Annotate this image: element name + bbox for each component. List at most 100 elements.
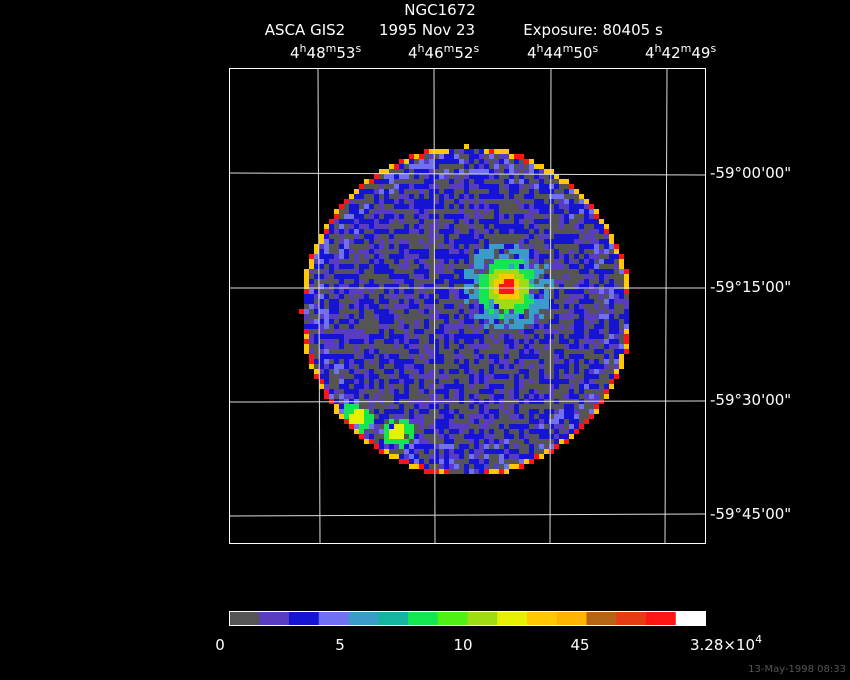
image-pixel bbox=[584, 239, 589, 244]
image-pixel bbox=[419, 459, 424, 464]
image-pixel bbox=[414, 184, 419, 189]
image-pixel bbox=[354, 329, 359, 334]
image-pixel bbox=[314, 314, 319, 319]
image-pixel bbox=[549, 449, 554, 454]
image-pixel bbox=[424, 164, 429, 169]
image-pixel bbox=[564, 294, 569, 299]
image-pixel bbox=[419, 464, 424, 469]
image-pixel bbox=[454, 414, 459, 419]
image-pixel bbox=[464, 159, 469, 164]
image-pixel bbox=[399, 394, 404, 399]
image-pixel bbox=[354, 219, 359, 224]
image-pixel bbox=[454, 469, 459, 474]
image-pixel bbox=[379, 284, 384, 289]
image-pixel bbox=[424, 334, 429, 339]
image-pixel bbox=[429, 389, 434, 394]
image-pixel bbox=[329, 379, 334, 384]
image-pixel bbox=[564, 414, 569, 419]
image-pixel bbox=[389, 324, 394, 329]
image-pixel bbox=[564, 359, 569, 364]
image-pixel bbox=[369, 374, 374, 379]
image-pixel bbox=[434, 179, 439, 184]
image-pixel bbox=[394, 229, 399, 234]
image-pixel bbox=[319, 379, 324, 384]
image-pixel bbox=[404, 319, 409, 324]
image-pixel bbox=[399, 409, 404, 414]
image-pixel bbox=[384, 349, 389, 354]
image-pixel bbox=[419, 284, 424, 289]
image-pixel bbox=[449, 229, 454, 234]
image-pixel bbox=[579, 349, 584, 354]
image-pixel bbox=[469, 334, 474, 339]
image-pixel bbox=[424, 294, 429, 299]
image-pixel bbox=[374, 209, 379, 214]
image-pixel bbox=[474, 314, 479, 319]
image-pixel bbox=[609, 244, 614, 249]
image-pixel bbox=[454, 319, 459, 324]
image-pixel bbox=[489, 239, 494, 244]
image-pixel bbox=[449, 179, 454, 184]
image-pixel bbox=[324, 374, 329, 379]
image-pixel bbox=[484, 329, 489, 334]
image-pixel bbox=[464, 349, 469, 354]
image-pixel bbox=[429, 394, 434, 399]
image-pixel bbox=[529, 184, 534, 189]
image-pixel bbox=[529, 309, 534, 314]
image-pixel bbox=[304, 269, 309, 274]
image-pixel bbox=[339, 249, 344, 254]
image-pixel bbox=[539, 249, 544, 254]
image-pixel bbox=[409, 389, 414, 394]
image-pixel bbox=[414, 274, 419, 279]
image-pixel bbox=[424, 244, 429, 249]
image-pixel bbox=[479, 409, 484, 414]
image-pixel bbox=[364, 404, 369, 409]
image-pixel bbox=[524, 199, 529, 204]
image-pixel bbox=[329, 244, 334, 249]
image-pixel bbox=[479, 374, 484, 379]
image-pixel bbox=[489, 214, 494, 219]
image-pixel bbox=[409, 289, 414, 294]
image-pixel bbox=[409, 444, 414, 449]
image-pixel bbox=[454, 324, 459, 329]
image-pixel bbox=[519, 274, 524, 279]
image-pixel bbox=[354, 254, 359, 259]
image-pixel bbox=[554, 434, 559, 439]
image-pixel bbox=[589, 384, 594, 389]
image-pixel bbox=[474, 264, 479, 269]
image-pixel bbox=[404, 209, 409, 214]
image-pixel bbox=[409, 169, 414, 174]
image-pixel bbox=[454, 189, 459, 194]
image-pixel bbox=[609, 304, 614, 309]
image-pixel bbox=[419, 369, 424, 374]
image-pixel bbox=[369, 324, 374, 329]
image-pixel bbox=[489, 284, 494, 289]
image-pixel bbox=[439, 449, 444, 454]
image-pixel bbox=[529, 459, 534, 464]
image-pixel bbox=[559, 329, 564, 334]
image-pixel bbox=[409, 179, 414, 184]
image-pixel bbox=[484, 394, 489, 399]
image-pixel bbox=[539, 284, 544, 289]
image-pixel bbox=[499, 439, 504, 444]
image-pixel bbox=[389, 344, 394, 349]
image-pixel bbox=[389, 289, 394, 294]
image-pixel bbox=[489, 169, 494, 174]
image-pixel bbox=[554, 194, 559, 199]
image-pixel bbox=[429, 444, 434, 449]
image-pixel bbox=[504, 464, 509, 469]
image-pixel bbox=[324, 394, 329, 399]
image-pixel bbox=[509, 294, 514, 299]
image-pixel bbox=[479, 219, 484, 224]
image-pixel bbox=[459, 469, 464, 474]
image-pixel bbox=[439, 154, 444, 159]
image-pixel bbox=[504, 179, 509, 184]
image-pixel bbox=[529, 304, 534, 309]
image-pixel bbox=[339, 244, 344, 249]
image-pixel bbox=[514, 369, 519, 374]
image-pixel bbox=[414, 289, 419, 294]
instrument: ASCA GIS2 bbox=[265, 21, 345, 39]
image-pixel bbox=[544, 224, 549, 229]
image-pixel bbox=[419, 234, 424, 239]
image-pixel bbox=[374, 339, 379, 344]
image-pixel bbox=[584, 269, 589, 274]
